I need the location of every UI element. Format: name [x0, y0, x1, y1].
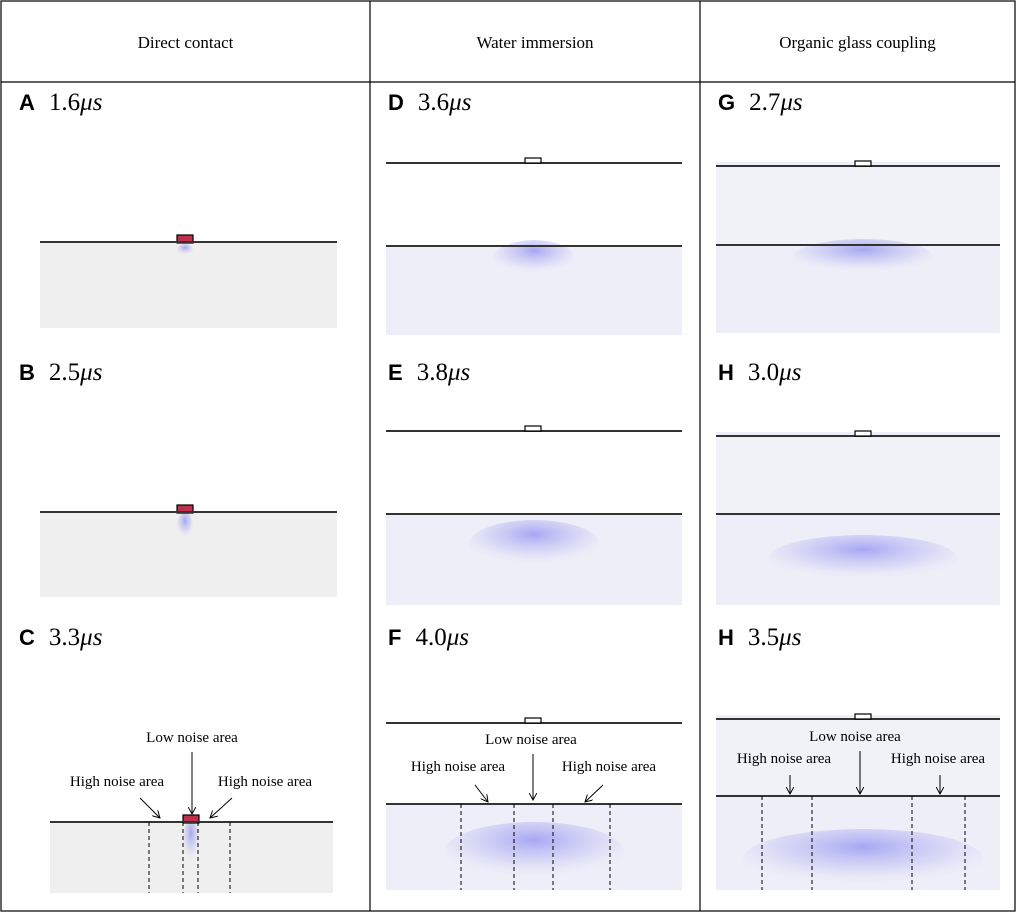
- panel-label: D 3.6μs: [388, 89, 471, 116]
- figure-table: Direct contact Water immersion Organic gla…: [0, 0, 1016, 912]
- high-noise-label: High noise area: [70, 774, 164, 790]
- panel-label: A 1.6μs: [19, 89, 102, 116]
- coupling-layer: [716, 166, 1000, 245]
- panel-time-value: 3.5: [748, 624, 779, 651]
- panel-letter: E: [388, 360, 403, 385]
- panel-time-unit: μs: [79, 89, 102, 116]
- low-noise-label: Low noise area: [809, 729, 901, 745]
- arrow: [585, 785, 603, 802]
- transducer: [525, 158, 541, 163]
- panel-letter: H: [718, 625, 734, 650]
- wave-field: [177, 512, 193, 540]
- wave-field: [183, 820, 199, 864]
- panel-label: H 3.0μs: [718, 359, 801, 386]
- wave-field: [768, 535, 958, 583]
- panel: H 3.0μs: [716, 359, 1000, 605]
- panel: D 3.6μs: [386, 89, 682, 335]
- panel-time-value: 3.0: [748, 359, 779, 386]
- panel-letter: F: [388, 625, 401, 650]
- panel-time-unit: μs: [779, 89, 802, 116]
- panel-label: G 2.7μs: [718, 89, 803, 116]
- high-noise-label: High noise area: [411, 759, 505, 775]
- panel: G 2.7μs: [716, 89, 1000, 333]
- panel-time-value: 3.6: [418, 89, 449, 116]
- arrow: [210, 798, 232, 818]
- panel: B 2.5μs: [19, 359, 337, 597]
- low-noise-label: Low noise area: [485, 732, 577, 748]
- panel-time-unit: μs: [79, 359, 102, 386]
- panel-time-unit: μs: [447, 359, 470, 386]
- arrow: [140, 798, 160, 818]
- panel-label: B 2.5μs: [19, 359, 102, 386]
- column-header: Organic glass coupling: [779, 33, 936, 52]
- high-noise-label: High noise area: [737, 751, 831, 767]
- panel-time-value: 2.5: [49, 359, 80, 386]
- panel-time-unit: μs: [446, 624, 469, 651]
- low-noise-label: Low noise area: [146, 730, 238, 746]
- panel: A 1.6μs: [19, 89, 337, 328]
- panel-time-value: 4.0: [415, 624, 446, 651]
- panel-time-value: 1.6: [49, 89, 80, 116]
- panel-label: E 3.8μs: [388, 359, 470, 386]
- panel: F 4.0μs Low noise area High noise area High …: [386, 624, 682, 890]
- transducer: [855, 431, 871, 436]
- panel-letter: C: [19, 625, 35, 650]
- panel: H 3.5μs Low noise area High noise area High …: [716, 624, 1000, 890]
- panel-letter: A: [19, 90, 35, 115]
- transducer: [855, 161, 871, 166]
- panel-letter: D: [388, 90, 404, 115]
- wave-field: [444, 822, 624, 882]
- transducer: [855, 714, 871, 719]
- transducer: [525, 718, 541, 723]
- wave-field: [743, 829, 983, 889]
- panel-letter: H: [718, 360, 734, 385]
- coupling-layer: [716, 436, 1000, 514]
- column-header: Direct contact: [138, 33, 234, 52]
- panel: E 3.8μs: [386, 359, 682, 605]
- panel-time-value: 3.8: [417, 359, 448, 386]
- high-noise-label: High noise area: [891, 751, 985, 767]
- transducer: [525, 426, 541, 431]
- panel-time-unit: μs: [778, 359, 801, 386]
- panel-label: F 4.0μs: [388, 624, 469, 651]
- panel-letter: B: [19, 360, 35, 385]
- wave-field: [177, 244, 193, 256]
- panel-time-unit: μs: [448, 89, 471, 116]
- panel-label: C 3.3μs: [19, 624, 102, 651]
- column-header: Water immersion: [476, 33, 594, 52]
- panel-time-unit: μs: [778, 624, 801, 651]
- arrow: [475, 785, 488, 802]
- panel-letter: G: [718, 90, 735, 115]
- panel-label: H 3.5μs: [718, 624, 801, 651]
- panel-time-unit: μs: [79, 624, 102, 651]
- high-noise-label: High noise area: [218, 774, 312, 790]
- panel-time-value: 3.3: [49, 624, 80, 651]
- panel-time-value: 2.7: [749, 89, 780, 116]
- panel: C 3.3μs Low noise area High noise area High …: [19, 624, 333, 893]
- wave-field: [469, 520, 599, 568]
- high-noise-label: High noise area: [562, 759, 656, 775]
